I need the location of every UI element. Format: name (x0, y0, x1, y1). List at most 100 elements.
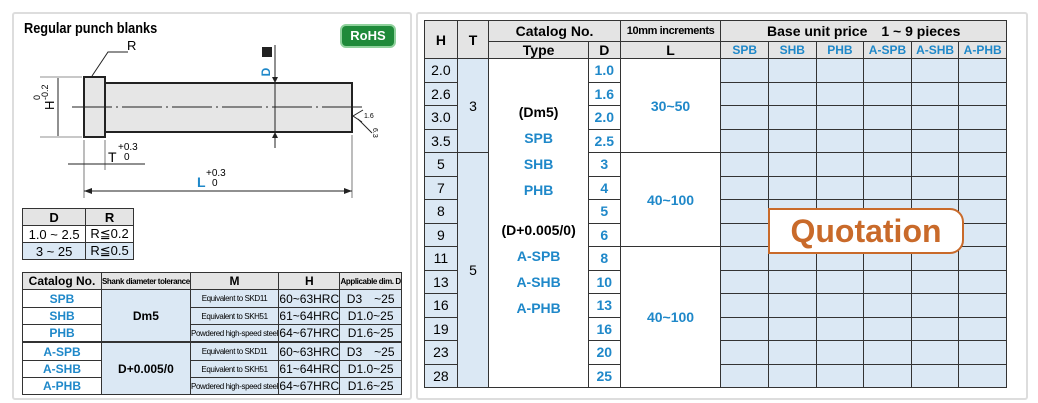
price-cell (815, 152, 865, 177)
price-cell (720, 152, 769, 177)
price-cell (720, 246, 769, 271)
cell: 3 ~ 25 (21, 242, 87, 260)
catalog-no: SPB (22, 289, 102, 308)
price-cell (720, 316, 769, 341)
h-value: 3.5 (424, 128, 458, 153)
table-row: 28 25 (424, 363, 1007, 388)
col-hardness: H (278, 272, 341, 290)
col-type-4: A-SHB (910, 41, 960, 59)
h-value: 8 (424, 199, 458, 224)
price-cell (910, 269, 960, 294)
col-type: Type (488, 41, 589, 59)
price-cell (863, 316, 912, 341)
col-d: D (587, 41, 621, 59)
price-cell (958, 152, 1007, 177)
spec-row: A-SHB Equivalent to SKH51 61~64HRC D1.0~25 (22, 360, 402, 378)
table-row: 13 10 (424, 269, 1007, 294)
catalog-no: A-PHB (22, 377, 102, 395)
price-cell (958, 81, 1007, 106)
d-value: 3 (587, 152, 621, 177)
tolerance: Dm5 (101, 289, 191, 343)
price-cell (720, 363, 769, 388)
d-value: 25 (587, 363, 621, 388)
type-tol2: (D+0.005/0) (501, 222, 576, 238)
price-cell (815, 293, 865, 318)
applicable: D1.6~25 (339, 324, 402, 343)
h-value: 11 (424, 246, 458, 271)
page-title: Regular punch blanks (24, 20, 158, 37)
d-value: 1.0 (587, 58, 621, 83)
price-cell (720, 340, 769, 365)
price-cell (720, 269, 769, 294)
price-cell (958, 175, 1007, 200)
price-cell (720, 81, 769, 106)
price-cell (815, 58, 865, 83)
price-cell (768, 105, 817, 130)
price-cell (910, 152, 960, 177)
price-cell (910, 316, 960, 341)
col-tolerance: Shank diameter tolerance (101, 272, 191, 290)
d-value: 20 (587, 340, 621, 365)
material: Equivalent to SKD11 (189, 341, 280, 361)
col-type-3: A-SPB (863, 41, 912, 59)
hardness: 64~67HRC (278, 377, 341, 395)
material: Powdered high-speed steel (189, 377, 280, 395)
h-value: 28 (424, 363, 458, 388)
cell: 1.0 ~ 2.5 (21, 225, 87, 243)
d-value: 10 (587, 269, 621, 294)
applicable: D1.0~25 (339, 307, 402, 325)
price-cell (958, 58, 1007, 83)
l-tol-upper: +0.3 (206, 168, 226, 179)
spec-row: A-SPB D+0.005/0 Equivalent to SKD11 60~63HR… (22, 341, 402, 395)
price-cell (720, 128, 769, 153)
price-cell (768, 269, 817, 294)
d-value: 4 (587, 175, 621, 200)
price-cell (958, 105, 1007, 130)
price-cell (958, 199, 1007, 224)
price-cell (768, 316, 817, 341)
catalog-no: A-SPB (22, 341, 102, 361)
applicable: D3 ~25 (339, 289, 402, 308)
price-cell (720, 222, 769, 247)
price-cell (720, 175, 769, 200)
table-row: 16 13 (424, 293, 1007, 318)
price-cell (958, 128, 1007, 153)
type-d: A-SPB (516, 248, 561, 264)
l-range: 40~100 (619, 246, 722, 388)
col-price: Base unit price 1 ~ 9 pieces (720, 20, 1007, 42)
applicable: D1.6~25 (339, 377, 402, 395)
applicable: D1.0~25 (339, 360, 402, 378)
price-cell (768, 363, 817, 388)
d-value: 2.0 (587, 105, 621, 130)
t-tol-upper: +0.3 (118, 142, 138, 153)
type-c: PHB (523, 182, 554, 198)
price-cell (863, 175, 912, 200)
price-cell (910, 105, 960, 130)
punch-drawing: D H -0.2 0 R T +0.3 0 L +0.3 0 1.6 6.3 (32, 38, 378, 198)
price-cell (720, 58, 769, 83)
spec-row: A-PHB Powdered high-speed steel 64~67HRC D1… (22, 377, 402, 395)
price-cell (815, 128, 865, 153)
price-cell (720, 293, 769, 318)
d-value: 1.6 (587, 81, 621, 106)
h-tol-lower: -0.2 (40, 84, 50, 100)
quotation-label: Quotation (768, 208, 964, 254)
material: Powdered high-speed steel (189, 324, 280, 343)
table-row: 11 8 40~100 (424, 246, 1007, 388)
price-cell (863, 81, 912, 106)
t-tol-lower: 0 (124, 152, 130, 163)
catalog-no: PHB (22, 324, 102, 343)
price-cell (910, 58, 960, 83)
hardness: 60~63HRC (278, 289, 341, 308)
price-cell (720, 199, 769, 224)
price-cell (910, 293, 960, 318)
spec-table: Catalog No. Shank diameter tolerance M H App… (22, 272, 402, 395)
h-label: H (42, 101, 57, 110)
price-cell (863, 293, 912, 318)
col-applicable: Applicable dim. D (339, 272, 402, 290)
price-table: H T Catalog No. 10mm increments Base unit pr… (424, 20, 1007, 388)
price-cell (768, 58, 817, 83)
table-row: 19 16 (424, 316, 1007, 341)
l-range: 40~100 (619, 152, 722, 247)
